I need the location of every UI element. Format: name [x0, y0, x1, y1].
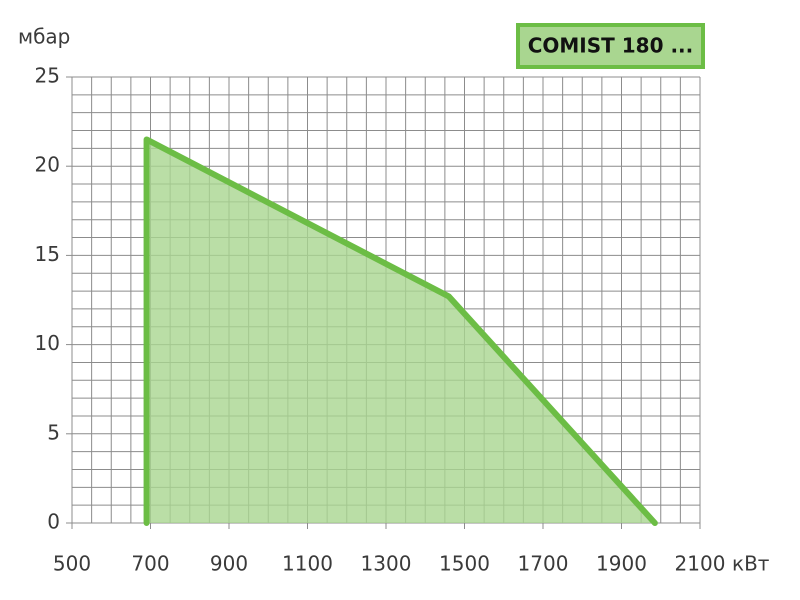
y-tick-label: 0	[47, 510, 60, 534]
x-tick-label: 700	[131, 552, 169, 576]
y-tick-label: 15	[35, 242, 60, 266]
y-tick-label: 10	[35, 331, 60, 355]
legend-label: COMIST 180 ...	[528, 34, 694, 58]
y-tick-label: 20	[35, 153, 60, 177]
y-tick-label: 5	[47, 420, 60, 444]
x-tick-label: 1700	[518, 552, 569, 576]
y-axis-label: мбар	[18, 25, 70, 49]
area-line	[143, 136, 658, 526]
y-tick-label: 25	[35, 64, 60, 88]
x-tick-label: 500	[53, 552, 91, 576]
x-tick-label: 1900	[596, 552, 647, 576]
x-tick-label: 1100	[282, 552, 333, 576]
x-tick-label: 2100	[675, 552, 726, 576]
legend-box	[516, 23, 705, 69]
area-fill	[146, 139, 655, 523]
x-tick-label: 900	[210, 552, 248, 576]
x-tick-label: 1300	[361, 552, 412, 576]
x-axis-label: кВт	[732, 552, 770, 576]
x-tick-label: 1500	[439, 552, 490, 576]
